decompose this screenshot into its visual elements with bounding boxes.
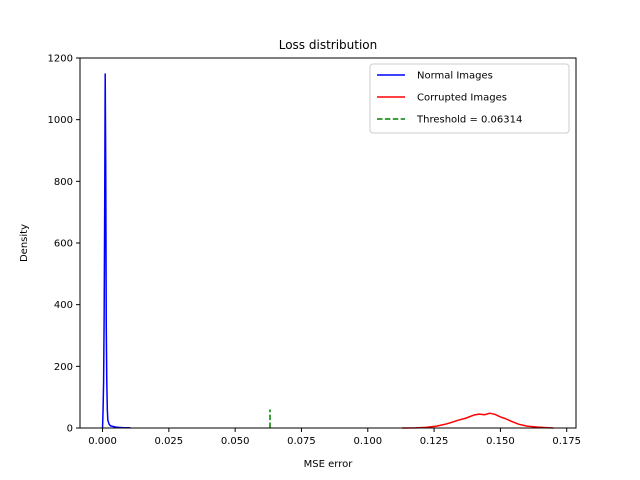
x-tick-label: 0.150 [486, 436, 515, 447]
y-tick-label: 1200 [48, 54, 73, 65]
x-tick-label: 0.000 [88, 436, 117, 447]
x-tick-label: 0.050 [221, 436, 250, 447]
y-tick-label: 200 [54, 362, 73, 373]
series-layer [101, 73, 554, 429]
series-line-0 [101, 73, 131, 429]
legend: Normal Images Corrupted Images Threshold =… [369, 63, 570, 134]
y-tick-label: 400 [54, 300, 73, 311]
x-tick-label: 0.175 [552, 436, 581, 447]
x-tick-label: 0.025 [155, 436, 184, 447]
legend-label-2: Threshold = 0.06314 [416, 115, 522, 126]
legend-label-1: Corrupted Images [417, 93, 507, 104]
x-tick-label: 0.125 [420, 436, 449, 447]
y-axis-label: Density [19, 224, 30, 262]
y-tick-label: 1000 [48, 115, 73, 126]
x-tick-label: 0.075 [287, 436, 316, 447]
x-axis-ticks: 0.000 0.025 0.050 0.075 0.100 0.125 0.150 0.175 [88, 428, 581, 447]
y-tick-label: 800 [54, 177, 73, 188]
y-axis-ticks: 0 200 400 600 800 1000 1200 [48, 54, 80, 435]
y-tick-label: 600 [54, 239, 73, 250]
legend-box [369, 63, 570, 134]
y-tick-label: 0 [67, 424, 73, 435]
series-line-1 [402, 412, 554, 429]
chart-title: Loss distribution [279, 38, 378, 52]
legend-label-0: Normal Images [417, 71, 493, 82]
legend-entries: Normal Images Corrupted Images Threshold =… [377, 71, 522, 126]
x-tick-label: 0.100 [353, 436, 382, 447]
x-axis-label: MSE error [304, 459, 354, 470]
